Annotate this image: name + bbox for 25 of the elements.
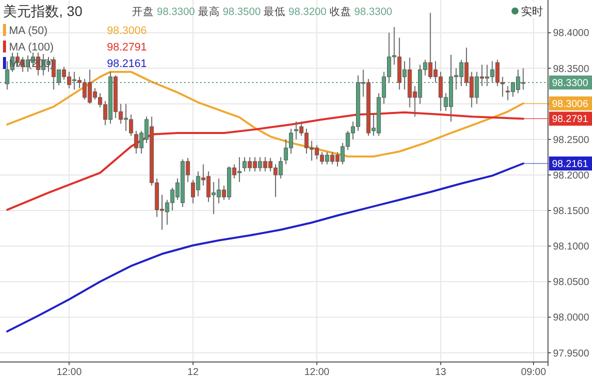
x-tick-label: 13 <box>435 367 447 378</box>
y-tick-label: 98.1000 <box>553 242 590 253</box>
x-tick-label: 12:00 <box>304 367 330 378</box>
y-tick-label: 98.4000 <box>553 28 590 40</box>
chart-title: 美元指数, 30 <box>3 3 83 19</box>
price-tag: 98.3300 <box>549 76 592 90</box>
y-tick-label: 98.2000 <box>553 170 590 182</box>
x-tick-label: 12 <box>187 367 199 378</box>
legend-label: MA (50) <box>9 25 48 37</box>
ref-line-label: 98.3300 <box>552 78 589 89</box>
annotation: 98.2161 <box>552 159 589 170</box>
text: 开盘 98.3300 最高 98.3500 最低 98.3200 收盘 98.3300 <box>132 5 392 18</box>
y-tick-label: 98.1500 <box>553 206 590 218</box>
annotation: 实时 <box>521 5 543 18</box>
x-tick-label: 12:00 <box>56 367 82 378</box>
legend-label: MA (200) <box>9 58 54 70</box>
x-tick-label: 09:00 <box>521 367 546 378</box>
y-tick-label: 98.3500 <box>553 64 590 75</box>
y-tick-label: 98.2500 <box>553 134 590 146</box>
y-tick-label: 98.0500 <box>553 277 590 288</box>
legend-label: MA (100) <box>9 42 54 54</box>
annotation: 98.2791 <box>552 114 589 126</box>
y-tick-label: 97.9500 <box>553 348 590 360</box>
annotation: 98.3006 <box>552 98 589 110</box>
y-tick-label: 98.0000 <box>553 312 590 324</box>
